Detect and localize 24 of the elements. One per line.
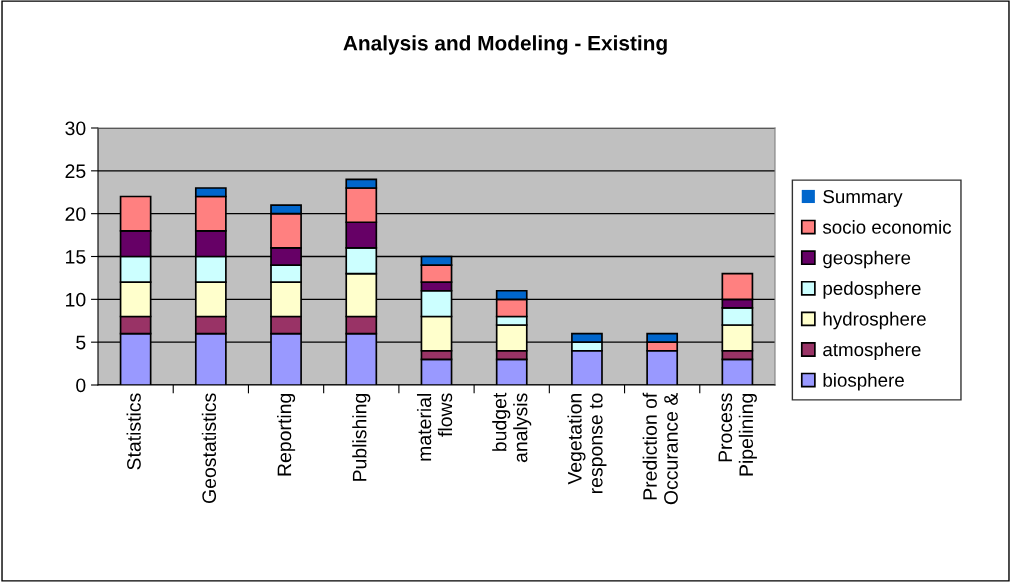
- legend-label: socio economic: [822, 220, 952, 234]
- x-tick-label: Reporting: [276, 393, 296, 476]
- legend-label: hydrosphere: [823, 311, 926, 330]
- x-tick-label: Geostatistics: [201, 393, 217, 504]
- x-tick-label: Publishing: [352, 393, 371, 481]
- legend-label: geosphere: [823, 250, 911, 269]
- y-tick-label: 10: [66, 292, 86, 307]
- x-tick-label: Process Pipelining: [718, 393, 757, 476]
- chart-title: Analysis and Modeling - Existing: [343, 35, 667, 55]
- legend-label: Summary: [823, 189, 903, 207]
- x-tick-label: Vegetation response to: [567, 393, 607, 494]
- x-tick-label: budget analysis: [492, 392, 532, 463]
- y-tick-label: 5: [76, 335, 86, 350]
- y-tick-label: 20: [65, 207, 86, 221]
- y-tick-label: 30: [65, 121, 86, 136]
- x-tick-label: Statistics: [126, 393, 141, 470]
- legend-label: atmosphere: [823, 342, 921, 360]
- x-tick-label: Prediction of Occurance &: [642, 392, 678, 505]
- x-tick-label: material flows: [416, 393, 453, 461]
- legend-label: biosphere: [823, 373, 904, 391]
- y-tick-label: 15: [66, 250, 86, 264]
- y-tick-label: 25: [65, 164, 86, 179]
- legend-label: pedosphere: [823, 281, 921, 299]
- y-tick-label: 0: [76, 378, 86, 393]
